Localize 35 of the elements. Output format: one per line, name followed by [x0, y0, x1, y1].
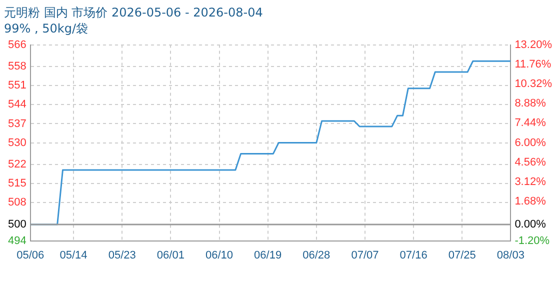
y2-tick-label: 10.32%: [514, 78, 552, 90]
y-tick-label: 515: [8, 178, 26, 190]
y2-tick-label: 6.00%: [514, 136, 546, 149]
y2-tick-label: 0.00%: [514, 218, 546, 230]
y2-tick-label: 4.56%: [514, 156, 546, 168]
y2-tick-label: 13.20%: [514, 38, 552, 51]
y-tick-label: 566: [8, 38, 26, 51]
y2-tick-label: 7.44%: [514, 117, 546, 130]
y-tick-label: 494: [8, 234, 26, 247]
y2-tick-label: 1.68%: [514, 196, 546, 208]
x-tick-label: 07/16: [400, 249, 428, 262]
x-tick-label: 06/28: [302, 249, 330, 262]
x-tick-label: 07/07: [351, 249, 379, 262]
y2-tick-label: 11.76%: [514, 58, 552, 70]
x-tick-label: 08/03: [496, 249, 524, 262]
chart-subtitle: 99% , 50kg/袋: [4, 22, 88, 36]
y2-tick-label: -1.20%: [514, 234, 550, 247]
y-tick-label: 522: [8, 158, 26, 171]
x-tick-label: 06/10: [205, 249, 234, 262]
chart-title: 元明粉 国内 市场价 2026-05-06 - 2026-08-04: [4, 5, 263, 20]
y-tick-label: 551: [8, 80, 26, 92]
x-tick-label: 05/14: [60, 249, 88, 262]
x-tick-label: 05/06: [16, 249, 44, 262]
y-tick-label: 544: [8, 98, 26, 111]
y-tick-label: 537: [8, 118, 26, 130]
y-tick-label: 558: [8, 60, 26, 73]
y2-tick-label: 8.88%: [514, 98, 546, 110]
x-tick-label: 05/23: [108, 249, 136, 262]
y2-tick-label: 3.12%: [514, 176, 546, 188]
x-tick-label: 06/01: [156, 249, 184, 262]
x-tick-label: 07/25: [448, 249, 476, 262]
y-tick-label: 508: [8, 196, 26, 209]
y-tick-label: 530: [8, 136, 26, 149]
x-tick-label: 06/19: [254, 249, 282, 262]
y-tick-label: 500: [8, 218, 26, 230]
